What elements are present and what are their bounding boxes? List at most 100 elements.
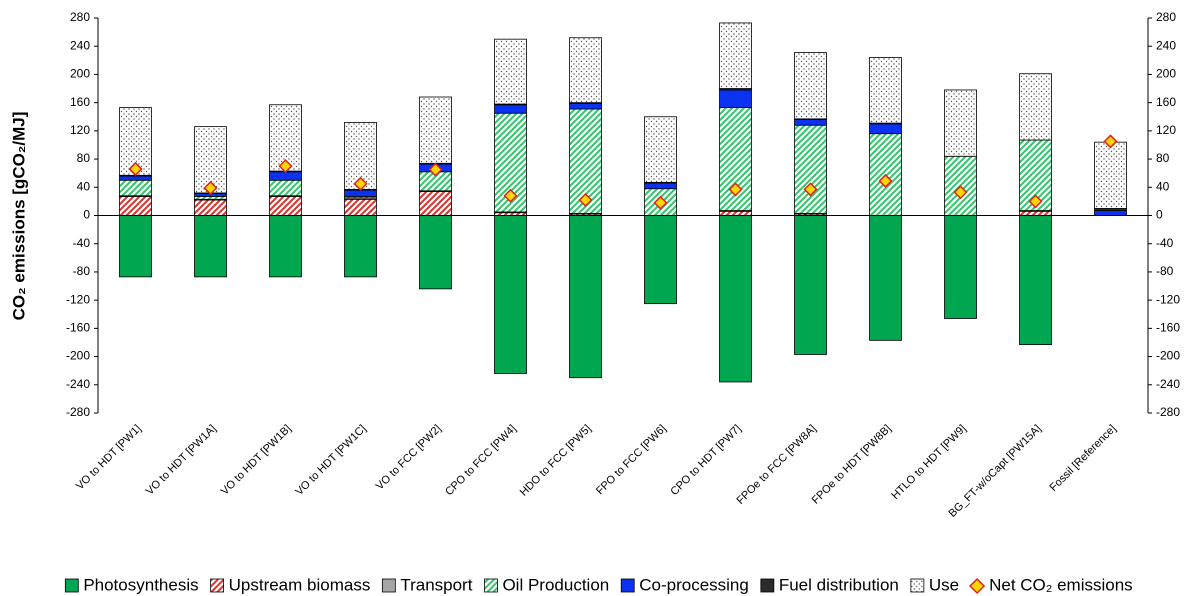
- bar-segment: [569, 215, 602, 379]
- y-tick-label: 40: [77, 179, 91, 193]
- y-tick-label: 80: [77, 151, 91, 165]
- y2-tick-label: 120: [1156, 123, 1176, 137]
- x-tick-label: FPOe to HDT [PW8B]: [810, 423, 894, 507]
- y-axis-title: CO₂ emissions [gCO₂/MJ]: [9, 112, 28, 321]
- net-marker: [578, 192, 593, 208]
- bar-segment: [344, 198, 377, 216]
- bar-segment: [719, 22, 752, 89]
- legend-label: Net CO₂ emissions: [989, 575, 1133, 594]
- x-tick-label: VO to HDT [PW1A]: [144, 423, 219, 498]
- bar-segment: [569, 37, 602, 104]
- bar-segment: [119, 175, 152, 181]
- y2-tick-label: 0: [1156, 208, 1163, 222]
- bar-segment: [644, 215, 677, 305]
- y2-tick-label: -200: [1156, 349, 1180, 363]
- bar-segment: [1094, 210, 1127, 216]
- y-tick-label: -240: [66, 377, 90, 391]
- bar-segment: [419, 96, 452, 164]
- net-marker: [953, 185, 968, 200]
- bar-segment: [344, 189, 377, 197]
- y-tick-label: -120: [66, 292, 90, 306]
- bar-segment: [644, 182, 677, 190]
- bar-segment: [194, 199, 227, 216]
- bar-segment: [494, 215, 527, 374]
- net-marker: [878, 173, 893, 188]
- bar-segment: [194, 196, 227, 200]
- y-tick-label: -280: [66, 405, 90, 419]
- x-tick-label: CPO to FCC [PW4]: [443, 423, 518, 498]
- legend-label: Oil Production: [502, 575, 609, 594]
- bar-segment: [869, 123, 902, 135]
- bar-segment: [569, 102, 602, 110]
- y2-tick-label: 40: [1156, 179, 1170, 193]
- bar-segment: [119, 215, 152, 278]
- net-marker: [728, 182, 743, 197]
- bar-segment: [494, 104, 527, 114]
- bar-segment: [794, 215, 827, 355]
- bar-segment: [119, 179, 152, 197]
- bar-segment: [1019, 73, 1052, 141]
- y-tick-label: -40: [73, 236, 91, 250]
- y2-tick-label: 240: [1156, 38, 1176, 52]
- legend-label: Use: [929, 575, 959, 594]
- y2-tick-label: -280: [1156, 405, 1180, 419]
- bar-segment: [794, 119, 827, 126]
- bar-segment: [869, 57, 902, 124]
- y2-tick-label: -40: [1156, 236, 1174, 250]
- bar-segment: [719, 215, 752, 383]
- net-marker: [428, 162, 443, 177]
- bar-segment: [269, 196, 302, 216]
- y-tick-label: -200: [66, 349, 90, 363]
- bar-segment: [419, 215, 452, 290]
- net-marker: [1028, 194, 1043, 209]
- bar-segment: [719, 210, 752, 216]
- legend-swatch: [620, 578, 635, 593]
- x-tick-label: VO to HDT [PW1]: [74, 423, 144, 493]
- x-tick-label: HTLO to HDT [PW9]: [889, 423, 968, 502]
- y-tick-label: -160: [66, 321, 90, 335]
- bar-segment: [1019, 215, 1052, 345]
- x-tick-label: VO to FCC [PW2]: [374, 423, 444, 493]
- legend-swatch: [210, 578, 225, 593]
- y2-tick-label: -80: [1156, 264, 1174, 278]
- net-marker: [1103, 134, 1118, 149]
- legend-swatch: [64, 578, 79, 593]
- x-tick-label: CPO to HDT [PW7]: [668, 423, 743, 498]
- legend: Photosynthesis Upstream biomass Transport O…: [64, 575, 1133, 594]
- y-tick-label: 240: [70, 38, 90, 52]
- bar-segment: [794, 124, 827, 214]
- y-tick-label: 200: [70, 67, 90, 81]
- y2-tick-label: -160: [1156, 321, 1180, 335]
- bar-segment: [419, 191, 452, 216]
- y-tick-label: 0: [83, 208, 90, 222]
- bar-segment: [869, 215, 902, 341]
- bar-segment: [269, 179, 302, 197]
- y2-tick-label: -120: [1156, 292, 1180, 306]
- bar-segment: [794, 52, 827, 120]
- bar-segment: [119, 196, 152, 216]
- bar-segment: [494, 38, 527, 105]
- legend-swatch: [484, 578, 498, 593]
- legend-label: Fuel distribution: [779, 575, 899, 594]
- x-tick-label: FPO to FCC [PW6]: [594, 423, 669, 498]
- bar-segment: [719, 89, 752, 108]
- bar-segment: [1094, 141, 1127, 209]
- x-tick-label: Fossil [Reference]: [1048, 423, 1119, 494]
- y2-tick-label: -240: [1156, 377, 1180, 391]
- net-marker: [653, 195, 668, 210]
- bar-segment: [1019, 210, 1052, 216]
- bar-segment: [644, 116, 677, 183]
- y2-tick-label: 280: [1156, 10, 1176, 24]
- x-tick-label: HDO to FCC [PW5]: [518, 423, 594, 499]
- x-tick-label: FPOe to FCC [PW8A]: [735, 423, 819, 507]
- net-marker: [353, 176, 368, 191]
- net-marker: [128, 161, 143, 177]
- net-marker: [503, 188, 518, 203]
- legend-label: Transport: [400, 575, 472, 594]
- bar-segment: [269, 215, 302, 278]
- y-tick-label: 280: [70, 10, 90, 24]
- net-marker: [278, 159, 293, 174]
- y-tick-label: -80: [73, 264, 91, 278]
- bar-segment: [194, 215, 227, 278]
